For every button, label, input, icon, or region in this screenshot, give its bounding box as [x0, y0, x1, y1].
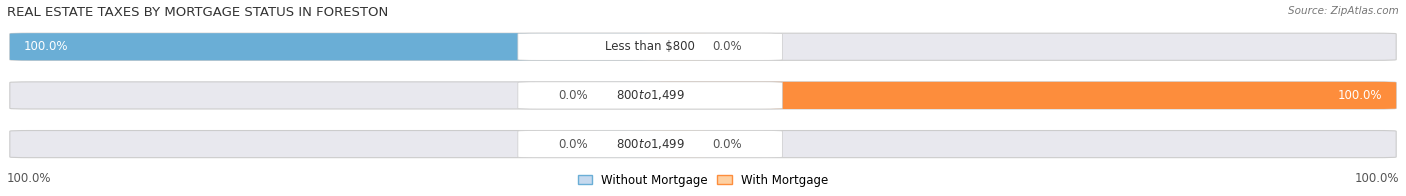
FancyBboxPatch shape [10, 33, 650, 60]
Legend: Without Mortgage, With Mortgage: Without Mortgage, With Mortgage [578, 173, 828, 187]
Text: 100.0%: 100.0% [7, 172, 52, 185]
Text: 100.0%: 100.0% [1337, 89, 1382, 102]
Text: REAL ESTATE TAXES BY MORTGAGE STATUS IN FORESTON: REAL ESTATE TAXES BY MORTGAGE STATUS IN … [7, 6, 388, 19]
Text: 0.0%: 0.0% [558, 89, 588, 102]
FancyBboxPatch shape [517, 82, 782, 109]
FancyBboxPatch shape [517, 33, 782, 60]
Text: Source: ZipAtlas.com: Source: ZipAtlas.com [1288, 6, 1399, 16]
FancyBboxPatch shape [10, 33, 1396, 60]
Text: 0.0%: 0.0% [713, 40, 742, 53]
Text: 100.0%: 100.0% [24, 40, 69, 53]
FancyBboxPatch shape [595, 82, 650, 109]
FancyBboxPatch shape [650, 82, 1396, 109]
Text: 0.0%: 0.0% [558, 138, 588, 151]
Text: $800 to $1,499: $800 to $1,499 [616, 88, 685, 103]
Text: 0.0%: 0.0% [713, 138, 742, 151]
FancyBboxPatch shape [650, 131, 706, 158]
FancyBboxPatch shape [10, 82, 1396, 109]
Text: Less than $800: Less than $800 [605, 40, 695, 53]
FancyBboxPatch shape [517, 131, 782, 158]
FancyBboxPatch shape [10, 131, 1396, 158]
Text: $800 to $1,499: $800 to $1,499 [616, 137, 685, 151]
Text: 100.0%: 100.0% [1354, 172, 1399, 185]
FancyBboxPatch shape [595, 131, 650, 158]
FancyBboxPatch shape [650, 33, 706, 60]
